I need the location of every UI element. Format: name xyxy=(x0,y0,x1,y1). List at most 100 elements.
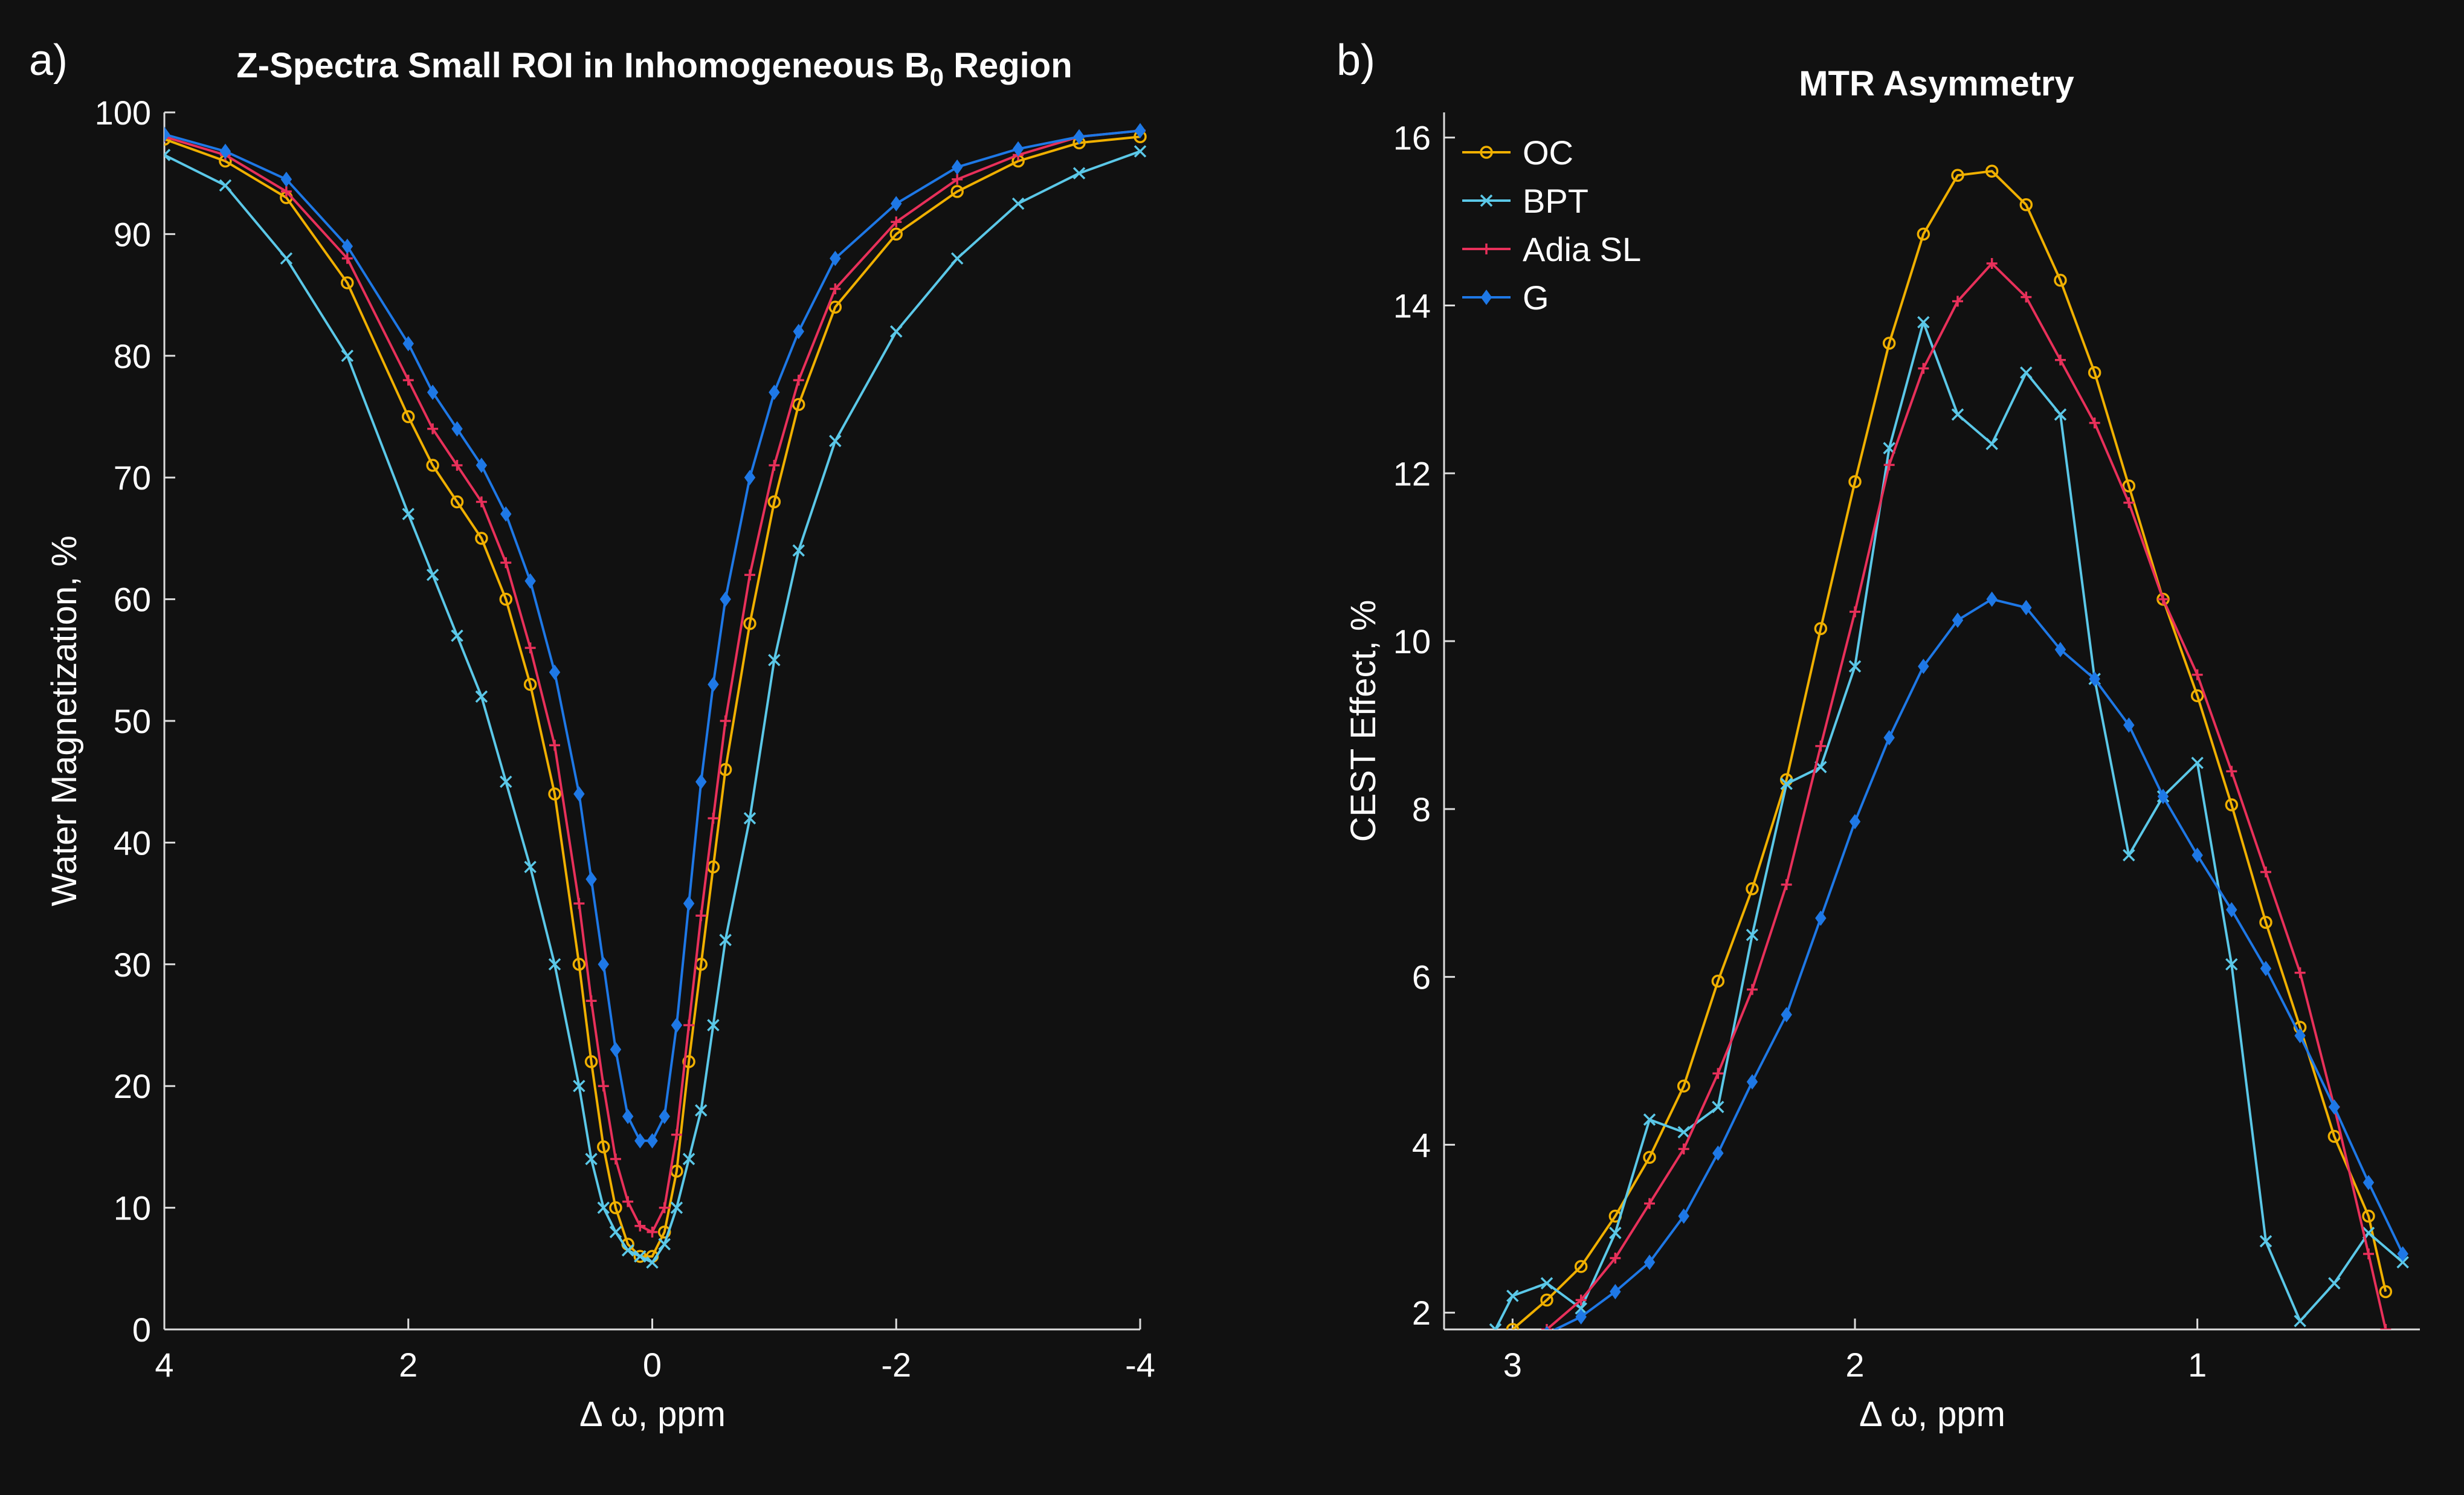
panel-a-series-g xyxy=(164,123,1146,1149)
panel-a-data-point-oc xyxy=(499,592,512,606)
panel-b-data-point-g xyxy=(1918,659,1929,674)
panel-a-data-point-oc xyxy=(341,276,354,289)
panel-a-data-point-g xyxy=(500,506,512,522)
panel-b-data-point-g xyxy=(2226,902,2237,918)
panel-a-data-point-bpt xyxy=(695,1104,708,1117)
panel-a-data-point-g xyxy=(659,1108,670,1125)
panel-b-data-point-bpt xyxy=(2294,1314,2306,1328)
panel-a-data-point-bpt xyxy=(670,1201,683,1214)
panel-a-title-subscript: 0 xyxy=(930,63,944,91)
panel-a-data-point-bpt xyxy=(768,654,781,667)
panel-a-data-point-oc xyxy=(950,185,964,198)
panel-b-data-point-oc xyxy=(2225,798,2239,812)
panel-a-x-tick-label: -4 xyxy=(1125,1346,1155,1384)
panel-a-data-point-g xyxy=(1134,123,1146,138)
panel-a-data-point-g xyxy=(634,1133,646,1149)
panel-a-data-point-bpt xyxy=(634,1250,647,1263)
panel-b-data-point-g xyxy=(2260,961,2272,977)
panel-b-data-point-oc xyxy=(1574,1260,1588,1273)
panel-a-data-point-oc xyxy=(572,958,586,971)
panel-a-data-point-oc xyxy=(633,1250,647,1263)
panel-b-data-point-adia-sl xyxy=(2055,354,2066,366)
panel-a-data-point-g xyxy=(647,1133,658,1149)
panel-b-data-point-oc xyxy=(1814,622,1828,635)
panel-b-data-point-g xyxy=(2021,599,2032,616)
panel-a-data-point-adia-sl xyxy=(647,1226,658,1238)
panel-b-data-point-adia-sl xyxy=(1952,295,1963,307)
legend-marker-swatch xyxy=(1480,289,1492,305)
panel-a-data-point-adia-sl xyxy=(500,557,512,569)
panel-a-data-point-oc xyxy=(450,495,464,509)
panel-a-data-point-adia-sl xyxy=(598,1080,609,1092)
panel-a-data-point-oc xyxy=(767,495,781,509)
panel-b-y-tick-label: 10 xyxy=(1393,622,1431,660)
panel-b-legend: OC BPT Adia SL G xyxy=(1462,134,1641,317)
panel-a-data-point-oc xyxy=(889,227,903,241)
panel-b-data-point-oc xyxy=(1917,227,1930,241)
panel-b-data-point-bpt xyxy=(2328,1277,2341,1290)
panel-b-title: MTR Asymmetry xyxy=(1799,64,2074,103)
panel-a-series-bpt xyxy=(164,145,1147,1269)
panel-a-data-point-bpt xyxy=(1011,197,1025,210)
panel-a-y-tick-label: 30 xyxy=(114,946,151,984)
panel-a-data-point-oc xyxy=(657,1225,671,1239)
panel-b-label: b) xyxy=(1337,36,1375,85)
panel-b-data-point-oc xyxy=(1848,475,1862,488)
panel-a-data-point-adia-sl xyxy=(793,375,804,386)
panel-b-data-point-bpt xyxy=(1712,1100,1724,1114)
panel-b-data-point-adia-sl xyxy=(2123,497,2135,508)
panel-a-data-point-bpt xyxy=(402,508,414,520)
panel-b-data-point-g xyxy=(1952,612,1964,628)
panel-a-data-point-bpt xyxy=(164,149,171,161)
panel-a-data-point-oc xyxy=(743,617,756,630)
panel-b-data-point-g xyxy=(1610,1284,1621,1300)
panel-a-data-point-g xyxy=(476,457,488,473)
panel-a-data-point-adia-sl xyxy=(622,1196,634,1207)
panel-b-data-point-bpt xyxy=(1848,660,1862,673)
panel-b-series-line-bpt xyxy=(1494,321,2404,1329)
panel-a-data-point-adia-sl xyxy=(585,995,597,1007)
panel-b-data-point-adia-sl xyxy=(1610,1252,1621,1264)
panel-b-series-line-g xyxy=(1552,598,2404,1329)
panel-a-data-point-g xyxy=(891,196,902,211)
panel-a-data-point-bpt xyxy=(597,1201,610,1214)
panel-a-data-point-bpt xyxy=(950,252,964,265)
panel-a-data-point-bpt xyxy=(658,1238,671,1251)
panel-a-data-point-adia-sl xyxy=(769,460,780,471)
panel-a-data-point-oc xyxy=(682,1055,695,1068)
panel-a-y-tick-label: 40 xyxy=(114,824,151,862)
panel-b-data-point-adia-sl xyxy=(1747,984,1758,995)
panel-a-data-point-g xyxy=(610,1042,622,1057)
panel-b-data-point-bpt xyxy=(2054,408,2067,421)
panel-a-data-point-adia-sl xyxy=(573,898,585,909)
panel-a-data-point-bpt xyxy=(682,1152,695,1166)
panel-a-data-point-oc xyxy=(828,300,842,314)
panel-b-x-tick-label: 3 xyxy=(1503,1346,1522,1384)
panel-a-y-tick-label: 80 xyxy=(114,337,151,375)
panel-a-data-point-adia-sl xyxy=(610,1154,621,1165)
panel-a-data-point-oc xyxy=(426,459,439,472)
panel-a-data-point-oc xyxy=(402,410,415,424)
panel-b-data-point-adia-sl xyxy=(2363,1248,2374,1259)
panel-a-data-point-bpt xyxy=(829,434,842,448)
panel-a-data-point-adia-sl xyxy=(891,216,902,228)
panel-b-data-point-bpt xyxy=(1575,1302,1587,1315)
panel-b-data-point-g xyxy=(2123,717,2135,733)
panel-a-data-point-bpt xyxy=(500,775,512,788)
panel-a-data-point-bpt xyxy=(426,569,439,581)
panel-b-data-point-adia-sl xyxy=(2260,867,2271,878)
panel-a-data-point-bpt xyxy=(609,1225,622,1239)
panel-a-y-tick-label: 60 xyxy=(114,581,151,619)
panel-b-y-tick-label: 4 xyxy=(1412,1126,1431,1164)
legend-label: BPT xyxy=(1523,182,1588,220)
panel-a-data-point-adia-sl xyxy=(830,283,841,295)
panel-b-y-tick-label: 6 xyxy=(1412,958,1431,996)
panel-b-data-point-g xyxy=(2089,671,2100,687)
panel-b-data-point-adia-sl xyxy=(2021,291,2032,303)
panel-b-data-point-bpt xyxy=(1540,1277,1553,1290)
panel-a-data-point-g xyxy=(573,786,585,802)
panel-b-y-tick-label: 8 xyxy=(1412,790,1431,828)
